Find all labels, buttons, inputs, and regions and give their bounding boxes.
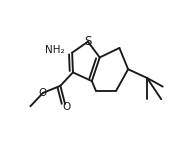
- Text: NH₂: NH₂: [45, 45, 65, 55]
- Text: O: O: [63, 102, 71, 112]
- Text: O: O: [38, 88, 46, 98]
- Text: S: S: [84, 35, 92, 48]
